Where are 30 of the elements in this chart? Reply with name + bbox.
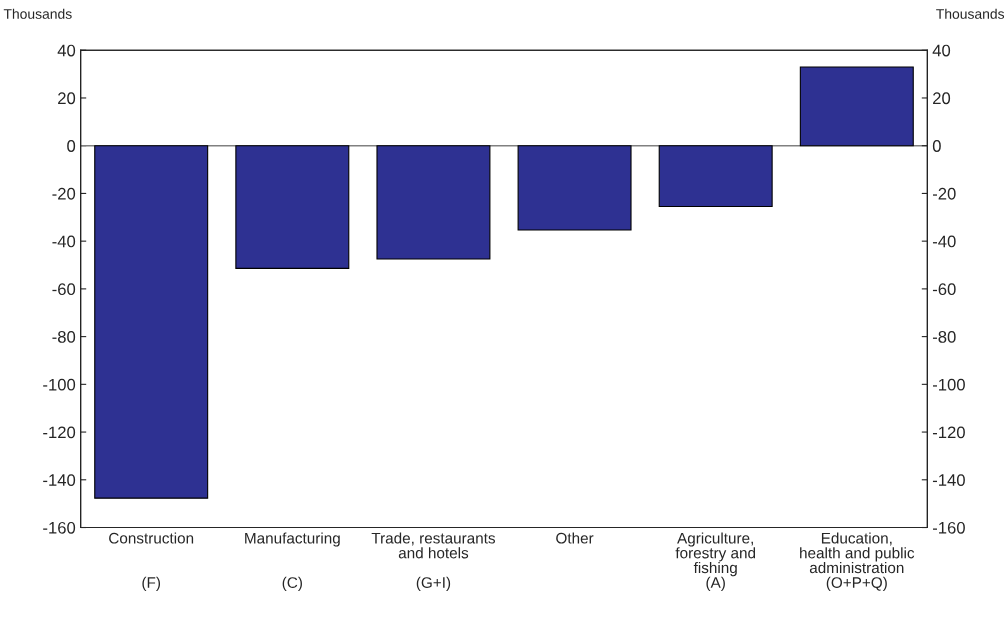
y2-tick-label: -100: [932, 378, 965, 391]
y-tick-label: 40: [57, 44, 76, 57]
y2-axis-title: Thousands: [936, 8, 1005, 19]
y-axis-title: Thousands: [3, 8, 72, 19]
category-label: Construction (F): [109, 532, 194, 591]
y-tick-label: 20: [58, 92, 76, 105]
category-label: Manufacturing (C): [245, 532, 340, 591]
y-tick-label: -140: [43, 474, 76, 486]
x-tick-label: Other: [556, 532, 594, 544]
y-tick-label: -100: [43, 378, 76, 391]
y2-tick-label: 40: [932, 44, 951, 57]
y2-tick-label: 0: [932, 140, 941, 152]
y-tick-label: -160: [43, 521, 76, 534]
y2-tick-label: -60: [932, 283, 956, 296]
y-tick-label: -40: [52, 235, 76, 248]
y2-tick-label: -140: [932, 474, 965, 486]
y-tick-label: -60: [52, 283, 76, 296]
category-label: Trade, restaurants and hotels (G+I): [371, 532, 496, 591]
y2-tick-label: 20: [933, 92, 951, 105]
y2-tick-label: -160: [932, 521, 965, 534]
y-tick-label: 0: [67, 140, 76, 152]
y-tick-label: -120: [43, 426, 76, 439]
y2-tick-label: -120: [932, 426, 965, 439]
y-tick-label: -20: [52, 187, 76, 200]
x-tick-label: Agriculture, forestry and fishing (A): [675, 532, 756, 591]
x-tick-label: Education, health and public administration (O+P+Q): [800, 532, 915, 591]
y-tick-label: -80: [52, 331, 76, 343]
y2-tick-label: -80: [932, 331, 956, 343]
y2-tick-label: -20: [932, 187, 956, 200]
y2-tick-label: -40: [932, 235, 956, 248]
